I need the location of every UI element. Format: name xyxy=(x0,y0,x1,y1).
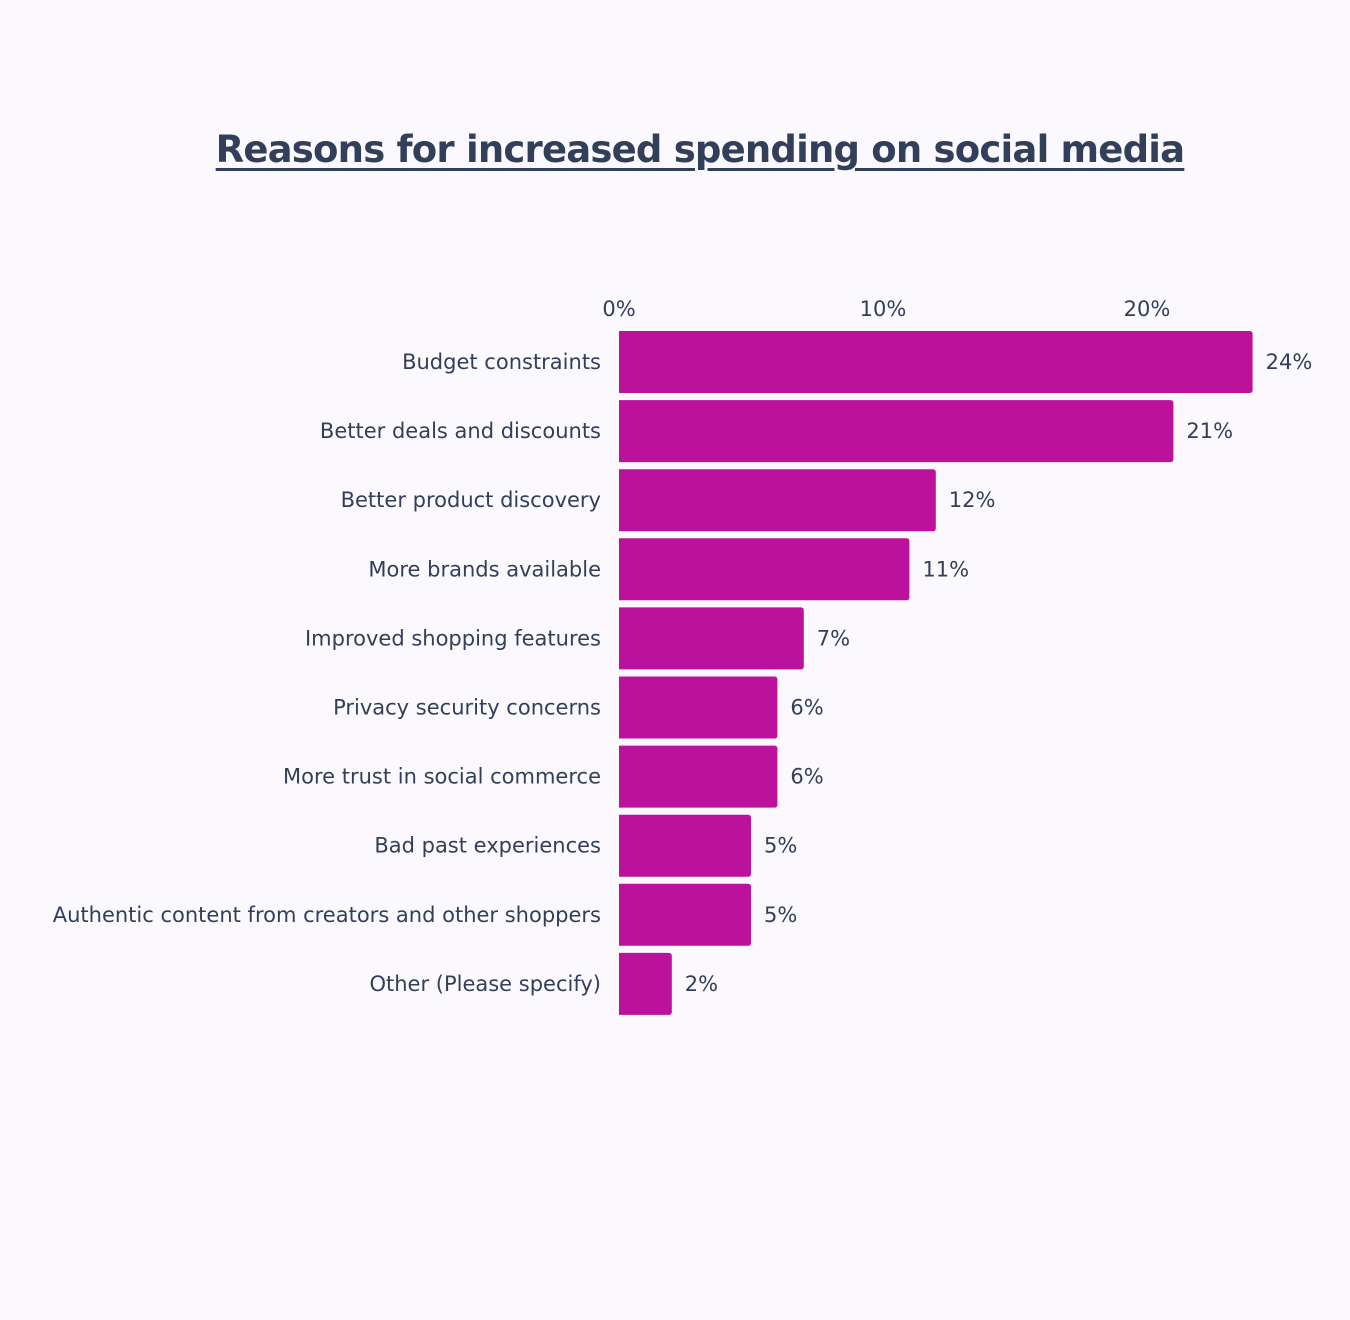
bar xyxy=(619,952,672,1015)
bars xyxy=(619,331,1253,1015)
category-label: More brands available xyxy=(368,557,601,581)
bar xyxy=(619,538,910,601)
value-label: 5% xyxy=(764,903,797,927)
value-labels: 24% 21% 12% 11% 7% 6% 6% 5% 5% 2% xyxy=(685,350,1312,996)
value-label: 7% xyxy=(817,626,850,650)
category-label: Privacy security concerns xyxy=(333,696,601,720)
x-axis-ticks: 0% 10% 20% xyxy=(602,297,1170,321)
x-tick-label: 10% xyxy=(860,297,907,321)
category-label: Better deals and discounts xyxy=(320,419,601,443)
x-tick-label: 20% xyxy=(1124,297,1171,321)
category-label: Better product discovery xyxy=(341,488,601,512)
category-label: Bad past experiences xyxy=(374,834,601,858)
category-label: Budget constraints xyxy=(402,350,601,374)
bar xyxy=(619,745,778,808)
value-label: 11% xyxy=(922,557,969,581)
bar xyxy=(619,676,778,739)
value-label: 2% xyxy=(685,972,718,996)
x-tick-label: 0% xyxy=(602,297,635,321)
category-label: Other (Please specify) xyxy=(369,972,601,996)
category-label: More trust in social commerce xyxy=(283,765,601,789)
value-label: 12% xyxy=(949,488,996,512)
bar xyxy=(619,883,751,946)
value-label: 5% xyxy=(764,834,797,858)
category-label: Authentic content from creators and othe… xyxy=(53,903,601,927)
category-label: Improved shopping features xyxy=(305,626,601,650)
bar xyxy=(619,814,751,877)
category-labels: Budget constraints Better deals and disco… xyxy=(53,350,601,996)
chart-title: Reasons for increased spending on social… xyxy=(215,128,1185,171)
bar xyxy=(619,331,1253,393)
bar xyxy=(619,469,936,532)
value-label: 6% xyxy=(790,765,823,789)
bar xyxy=(619,400,1174,463)
value-label: 21% xyxy=(1186,419,1233,443)
bar xyxy=(619,607,804,670)
value-label: 24% xyxy=(1266,350,1313,374)
value-label: 6% xyxy=(790,696,823,720)
